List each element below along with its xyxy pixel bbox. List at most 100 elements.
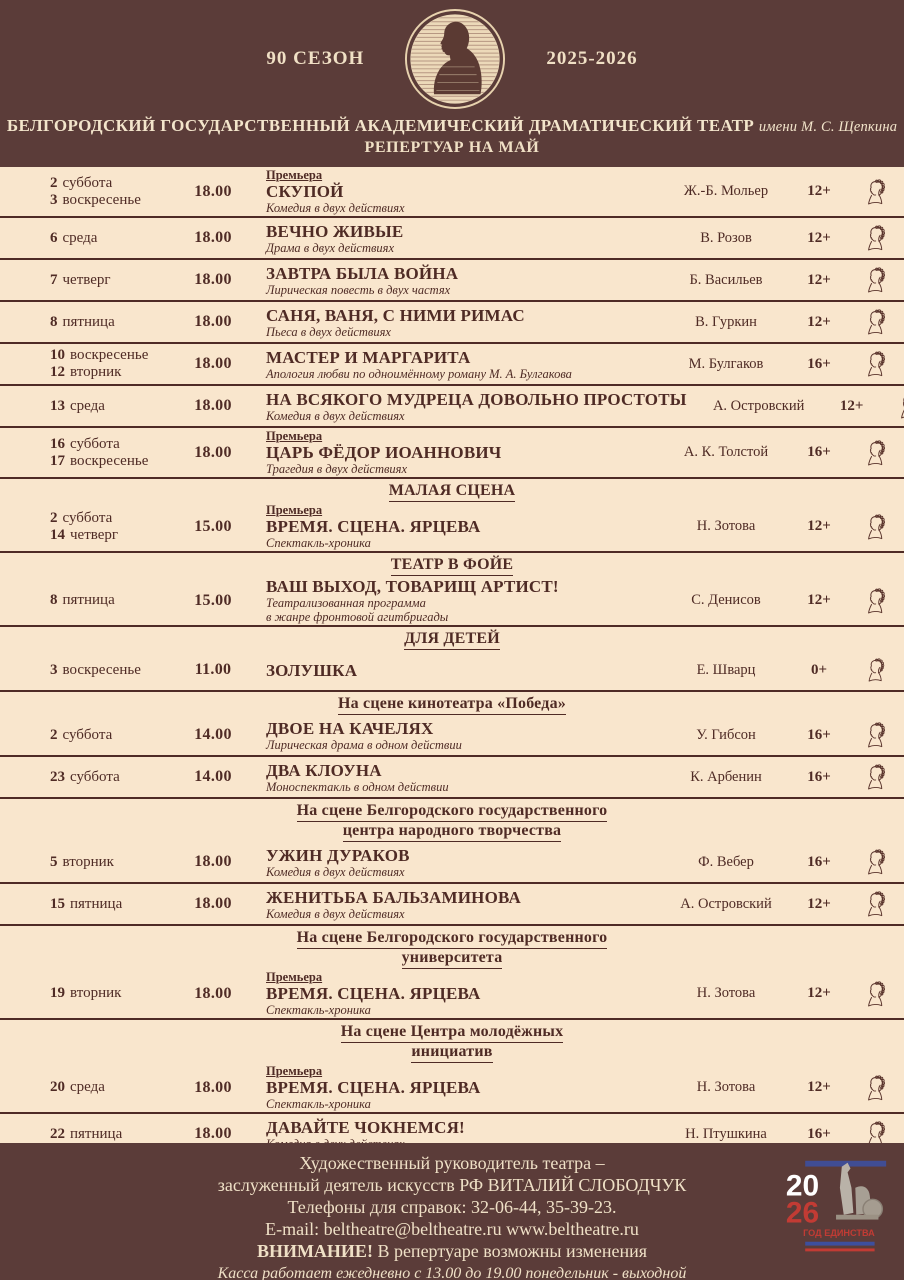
show-time: 18.00 <box>194 443 232 461</box>
age-badge: 16+ <box>807 853 831 870</box>
show-row: 13 среда 18.00 НА ВСЯКОГО МУДРЕЦА ДОВОЛЬН… <box>0 387 904 425</box>
show-genre: Комедия в двух действиях <box>266 408 405 423</box>
premiere-label: Премьера <box>266 1064 323 1078</box>
section-header-tsmi: На сцене Центра молодёжных инициатив <box>0 1021 904 1064</box>
section-band: ДЛЯ ДЕТЕЙ 3 воскресенье 11.00 ЗОЛУШКА Е. … <box>0 625 904 690</box>
show-info: УЖИН ДУРАКОВ Комедия в двух действиях <box>246 846 660 879</box>
show-genre: Комедия в двух действиях <box>266 906 405 921</box>
show-band: 7 четверг 18.00 ЗАВТРА БЫЛА ВОЙНА Лиричес… <box>0 258 904 300</box>
svg-text:ГОД ЕДИНСТВА: ГОД ЕДИНСТВА <box>803 1228 875 1238</box>
show-info: САНЯ, ВАНЯ, С НИМИ РИМАС Пьеса в двух де… <box>246 306 660 339</box>
show-info: Премьера ВРЕМЯ. СЦЕНА. ЯРЦЕВА Спектакль-… <box>246 970 660 1017</box>
section-header-malaya-scena: МАЛАЯ СЦЕНА <box>0 480 904 503</box>
pushkin-head-icon <box>846 439 904 467</box>
show-time: 11.00 <box>194 661 232 678</box>
show-genre: Лирическая повесть в двух частях <box>266 282 451 297</box>
show-date: 2 суббота <box>50 726 113 743</box>
show-genre: Театрализованная программа <box>266 596 426 610</box>
show-time: 18.00 <box>194 229 232 246</box>
show-author: М. Булгаков <box>688 355 764 372</box>
pushkin-head-icon <box>846 350 904 378</box>
show-author: Ф. Вебер <box>698 853 754 870</box>
age-badge: 12+ <box>807 229 831 246</box>
header: 90 СЕЗОН 202 <box>0 0 904 167</box>
show-genre: Спектакль-хроника <box>266 1003 371 1017</box>
shchepkin-medallion-icon <box>404 8 506 110</box>
age-badge: 12+ <box>807 985 831 1001</box>
show-info: ЗОЛУШКА <box>246 661 660 680</box>
show-time: 18.00 <box>194 984 232 1002</box>
footer: Художественный руководитель театра – зас… <box>0 1143 904 1280</box>
show-row: 7 четверг 18.00 ЗАВТРА БЫЛА ВОЙНА Лиричес… <box>0 261 904 299</box>
show-genre: Комедия в двух действиях <box>266 201 405 215</box>
show-info: ЗАВТРА БЫЛА ВОЙНА Лирическая повесть в д… <box>246 264 660 297</box>
show-title: ДАВАЙТЕ ЧОКНЕМСЯ! <box>266 1117 465 1137</box>
show-row: 8 пятница 15.00 ВАШ ВЫХОД, ТОВАРИЩ АРТИСТ… <box>0 577 904 624</box>
show-info: НА ВСЯКОГО МУДРЕЦА ДОВОЛЬНО ПРОСТОТЫ Ком… <box>246 390 693 423</box>
show-info: ДАВАЙТЕ ЧОКНЕМСЯ! Комедия в двух действи… <box>246 1118 660 1144</box>
show-author: Б. Васильев <box>689 271 763 288</box>
show-genre: Лирическая драма в одном действии <box>266 737 462 752</box>
section-header-pobeda: На сцене кинотеатра «Победа» <box>0 693 904 716</box>
show-date: 2 суббота 14 четверг <box>50 509 119 543</box>
show-info: Премьера ЦАРЬ ФЁДОР ИОАННОВИЧ Трагедия в… <box>246 429 660 476</box>
theatre-title: БЕЛГОРОДСКИЙ ГОСУДАРСТВЕННЫЙ АКАДЕМИЧЕСК… <box>0 116 904 136</box>
show-info: ЖЕНИТЬБА БАЛЬЗАМИНОВА Комедия в двух дей… <box>246 888 660 921</box>
section-band: На сцене Белгородского государственного ц… <box>0 797 904 882</box>
show-date: 3 воскресенье <box>50 661 141 678</box>
show-date: 8 пятница <box>50 592 115 608</box>
year-of-unity-logo: 20 26 ГОД ЕДИНСТВА <box>784 1155 890 1261</box>
age-badge: 0+ <box>810 661 828 678</box>
show-info: ВАШ ВЫХОД, ТОВАРИЩ АРТИСТ! Театрализован… <box>246 577 660 624</box>
show-title: ДВА КЛОУНА <box>266 760 382 780</box>
show-row: 6 среда 18.00 ВЕЧНО ЖИВЫЕ Драма в двух де… <box>0 219 904 257</box>
svg-text:20: 20 <box>786 1169 819 1202</box>
show-title: ЗОЛУШКА <box>266 660 358 680</box>
premiere-label: Премьера <box>266 503 323 517</box>
show-title: ЖЕНИТЬБА БАЛЬЗАМИНОВА <box>266 887 521 907</box>
age-badge: 12+ <box>807 895 831 912</box>
pushkin-head-icon <box>846 1120 904 1143</box>
show-time: 18.00 <box>194 1078 232 1096</box>
show-title: УЖИН ДУРАКОВ <box>266 845 410 865</box>
show-info: ДВА КЛОУНА Моноспектакль в одном действи… <box>246 761 660 794</box>
show-author: У. Гибсон <box>696 726 756 743</box>
show-genre: Пьеса в двух действиях <box>266 324 391 339</box>
age-badge: 12+ <box>807 518 831 534</box>
show-band: 16 суббота 17 воскресенье 18.00 Премьера ЦА… <box>0 426 904 477</box>
show-row: 5 вторник 18.00 УЖИН ДУРАКОВ Комедия в дв… <box>0 843 904 881</box>
show-title: ВЕЧНО ЖИВЫЕ <box>266 221 404 241</box>
show-row: 3 воскресенье 11.00 ЗОЛУШКА Е. Шварц 0+ <box>0 651 904 689</box>
show-title: НА ВСЯКОГО МУДРЕЦА ДОВОЛЬНО ПРОСТОТЫ <box>266 389 687 409</box>
show-time: 18.00 <box>194 355 232 372</box>
show-row: 2 суббота 14.00 ДВОЕ НА КАЧЕЛЯХ Лирическа… <box>0 716 904 754</box>
show-time: 15.00 <box>194 517 232 535</box>
theatre-title-name: имени М. С. Щепкина <box>758 119 898 135</box>
age-badge: 12+ <box>807 592 831 608</box>
pushkin-head-icon <box>846 763 904 791</box>
pushkin-head-icon <box>846 1074 904 1102</box>
age-badge: 12+ <box>807 183 831 199</box>
show-title: ВРЕМЯ. СЦЕНА. ЯРЦЕВА <box>266 517 481 536</box>
pushkin-head-icon <box>846 178 904 206</box>
years-label: 2025-2026 <box>546 48 638 69</box>
show-date: 19 вторник <box>50 985 122 1001</box>
section-band: На сцене кинотеатра «Победа» 2 суббота 14… <box>0 690 904 755</box>
premiere-label: Премьера <box>266 970 323 984</box>
show-author: А. К. Толстой <box>683 444 769 460</box>
show-date: 23 суббота <box>50 768 120 785</box>
show-genre-2: в жанре фронтовой агитбригады <box>266 610 449 624</box>
show-row: 2 суббота 3 воскресенье 18.00 Премьера СКУП… <box>0 168 904 215</box>
section-band: ТЕАТР В ФОЙЕ 8 пятница 15.00 ВАШ ВЫХОД, Т… <box>0 551 904 625</box>
show-genre: Спектакль-хроника <box>266 536 371 550</box>
show-time: 14.00 <box>194 726 232 743</box>
pushkin-head-icon <box>846 266 904 294</box>
age-badge: 12+ <box>807 1079 831 1095</box>
season-row: 90 СЕЗОН 202 <box>0 8 904 110</box>
schedule-table: 2 суббота 3 воскресенье 18.00 Премьера СКУП… <box>0 167 904 1143</box>
show-time: 18.00 <box>194 182 232 200</box>
svg-text:26: 26 <box>786 1196 819 1229</box>
show-title: ВРЕМЯ. СЦЕНА. ЯРЦЕВА <box>266 1078 481 1097</box>
show-band: 6 среда 18.00 ВЕЧНО ЖИВЫЕ Драма в двух де… <box>0 216 904 258</box>
